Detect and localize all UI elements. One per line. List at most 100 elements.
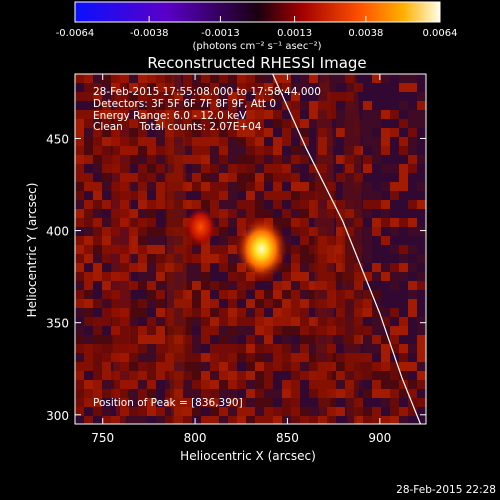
info-detectors: Detectors: 3F 5F 6F 7F 8F 9F, Att 0 (93, 97, 277, 110)
heatmap-cell (219, 74, 228, 83)
heatmap-cell (399, 155, 408, 164)
heatmap-cell (156, 209, 165, 218)
heatmap-cell (345, 389, 354, 398)
heatmap-cell (156, 416, 165, 424)
heatmap-cell (228, 407, 237, 416)
heatmap-cell (273, 371, 282, 380)
heatmap-cell (102, 191, 111, 200)
heatmap-cell (84, 263, 93, 272)
heatmap-cell (381, 146, 390, 155)
heatmap-cell (228, 281, 237, 290)
heatmap-cell (300, 218, 309, 227)
solar-limb-curve (272, 74, 422, 424)
heatmap-cell (354, 245, 363, 254)
info-energy-range: Energy Range: 6.0 - 12.0 keV (93, 109, 247, 122)
heatmap-cell (327, 92, 336, 101)
heatmap-cell (219, 245, 228, 254)
heatmap-cell (399, 218, 408, 227)
heatmap-cell (201, 83, 210, 92)
heatmap-cell (192, 245, 201, 254)
heatmap-cell (354, 101, 363, 110)
heatmap-cell (138, 362, 147, 371)
heatmap-cell (246, 308, 255, 317)
heatmap-cell (192, 299, 201, 308)
heatmap-cell (300, 146, 309, 155)
heatmap-cell (399, 173, 408, 182)
heatmap-cell (363, 281, 372, 290)
heatmap-cell (327, 173, 336, 182)
heatmap-cell (120, 74, 129, 83)
heatmap-cell (291, 335, 300, 344)
heatmap-cell (201, 245, 210, 254)
heatmap-cell (417, 128, 426, 137)
heatmap-cell (282, 326, 291, 335)
heatmap-cell (219, 227, 228, 236)
heatmap-cell (165, 362, 174, 371)
heatmap-cell (354, 317, 363, 326)
heatmap-cell (174, 119, 183, 128)
heatmap-cell (354, 353, 363, 362)
heatmap-cell (192, 164, 201, 173)
heatmap-cell (102, 146, 111, 155)
heatmap-cell (390, 416, 399, 424)
heatmap-cell (417, 308, 426, 317)
heatmap-cell (147, 110, 156, 119)
heatmap-cell (165, 137, 174, 146)
heatmap-cell (300, 308, 309, 317)
heatmap-cell (192, 92, 201, 101)
heatmap-cell (282, 254, 291, 263)
heatmap-cell (399, 353, 408, 362)
heatmap-cell (147, 398, 156, 407)
heatmap-cell (138, 317, 147, 326)
heatmap-cell (228, 137, 237, 146)
heatmap-cell (282, 308, 291, 317)
heatmap-cell (363, 200, 372, 209)
heatmap-cell (93, 353, 102, 362)
heatmap-cell (372, 101, 381, 110)
heatmap-cell (354, 146, 363, 155)
heatmap-cell (408, 128, 417, 137)
heatmap-cell (93, 110, 102, 119)
heatmap-cell (75, 254, 84, 263)
heatmap-cell (129, 155, 138, 164)
heatmap-cell (291, 272, 300, 281)
heatmap-cell (291, 389, 300, 398)
heatmap-cell (147, 236, 156, 245)
heatmap-cell (273, 362, 282, 371)
heatmap-cell (102, 101, 111, 110)
colorbar-units: (photons cm⁻² s⁻¹ asec⁻²) (192, 41, 321, 52)
heatmap-cell (372, 200, 381, 209)
heatmap-cell (282, 119, 291, 128)
heatmap-cell (354, 389, 363, 398)
heatmap-cell (417, 119, 426, 128)
heatmap-cell (75, 110, 84, 119)
heatmap-cell (93, 398, 102, 407)
heatmap-cell (264, 74, 273, 83)
heatmap-cell (399, 263, 408, 272)
heatmap-cell (318, 290, 327, 299)
heatmap-cell (219, 335, 228, 344)
heatmap-cell (273, 83, 282, 92)
heatmap-cell (345, 362, 354, 371)
heatmap-cell (300, 281, 309, 290)
colorbar-tick-label: 0.0038 (348, 28, 383, 39)
heatmap-cell (201, 299, 210, 308)
heatmap-cell (390, 281, 399, 290)
heatmap-cell (408, 272, 417, 281)
heatmap-cell (363, 290, 372, 299)
heatmap-cell (246, 191, 255, 200)
heatmap-cell (210, 308, 219, 317)
heatmap-cell (363, 101, 372, 110)
heatmap-cell (372, 254, 381, 263)
heatmap-cell (318, 200, 327, 209)
heatmap-cell (147, 209, 156, 218)
heatmap-cell (399, 137, 408, 146)
heatmap-cell (183, 110, 192, 119)
heatmap-cell (183, 353, 192, 362)
heatmap-cell (102, 335, 111, 344)
heatmap-cell (300, 155, 309, 164)
heatmap-cell (129, 92, 138, 101)
heatmap-cell (381, 182, 390, 191)
heatmap-cell (228, 344, 237, 353)
heatmap-cell (210, 101, 219, 110)
